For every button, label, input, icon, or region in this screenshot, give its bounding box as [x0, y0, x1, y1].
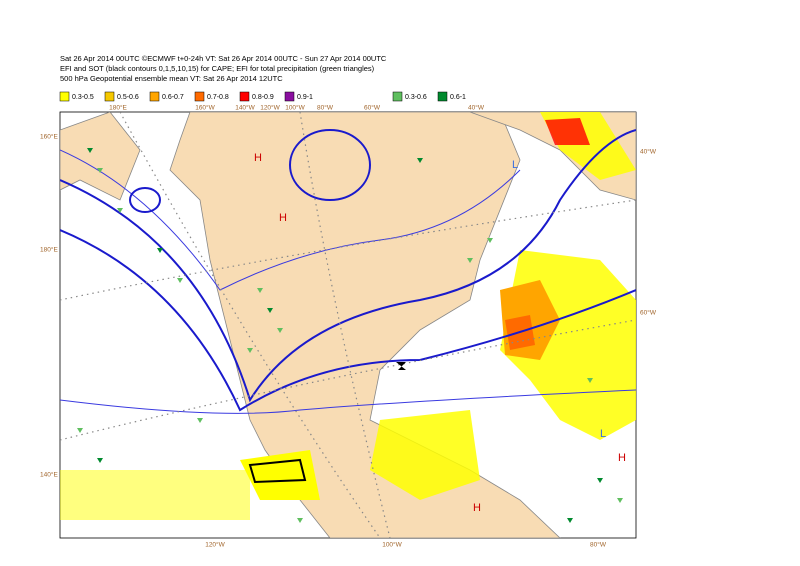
precip-triangle — [97, 168, 103, 173]
legend-label: 0.7-0.8 — [207, 94, 229, 101]
pressure-center: L — [600, 428, 606, 440]
coordinate-label: 160°W — [195, 104, 215, 112]
land — [169, 112, 561, 538]
map-body — [60, 112, 636, 538]
geopotential-contour — [60, 149, 521, 291]
precip-triangle — [117, 208, 123, 213]
precip-area — [60, 470, 250, 520]
precip-triangle — [597, 478, 603, 483]
precip-triangle — [567, 518, 573, 523]
coordinate-label: 80°W — [317, 104, 334, 112]
coordinate-label: 160°E — [40, 133, 58, 141]
pressure-center: H — [254, 152, 262, 164]
axis-labels: 180°E 160°W 140°W 120°W 100°W 80°W 60°W 40°W 160… — [40, 104, 657, 549]
cape-contour — [248, 458, 307, 484]
legend-swatch — [437, 91, 448, 102]
precip-triangle — [417, 158, 423, 163]
pressure-center: H — [618, 452, 626, 464]
precip-triangle — [247, 348, 253, 353]
land — [60, 112, 141, 201]
precip-area — [545, 118, 590, 145]
legend-label: 0.8-0.9 — [252, 94, 274, 101]
legend-swatch — [284, 91, 295, 102]
geopotential-contour — [289, 129, 371, 201]
coordinate-label: 120°W — [260, 104, 280, 112]
precip-triangle — [587, 378, 593, 383]
geopotential-contour — [60, 229, 636, 412]
precip-triangle — [267, 308, 273, 313]
coordinate-label: 140°E — [40, 471, 58, 479]
precip-triangle — [197, 418, 203, 423]
precip-triangle — [277, 328, 283, 333]
header-line: EFI and SOT (black contours 0,1,5,10,15)… — [60, 64, 375, 73]
precip-triangle — [487, 238, 493, 243]
legend-label: 0.3-0.6 — [405, 94, 427, 101]
graticule — [60, 112, 636, 538]
precip-triangle — [157, 248, 163, 253]
coordinate-label: 120°W — [205, 541, 225, 549]
precip-triangle — [97, 458, 103, 463]
legend-swatch — [239, 91, 250, 102]
legend-label: 0.9-1 — [297, 94, 313, 101]
legend-label: 0.5-0.6 — [117, 94, 139, 101]
coordinate-label: 60°W — [640, 309, 657, 317]
geopotential-contour — [60, 389, 636, 414]
legend-swatch — [104, 91, 115, 102]
coordinate-label: 40°W — [640, 148, 657, 156]
coordinate-label: 180°E — [109, 104, 127, 112]
precip-triangle — [257, 288, 263, 293]
geopotential-contour — [129, 187, 161, 213]
legend-swatch — [194, 91, 205, 102]
geopotential-contour — [60, 129, 636, 403]
coordinate-label: 60°W — [364, 104, 381, 112]
legend-swatch — [149, 91, 160, 102]
coordinate-label: 80°W — [590, 541, 607, 549]
marker — [396, 362, 406, 370]
pressure-center: L — [512, 159, 518, 171]
precip-triangle — [617, 498, 623, 503]
precip-triangle — [87, 148, 93, 153]
coordinate-label: 140°W — [235, 104, 255, 112]
legend-label: 0.3-0.5 — [72, 94, 94, 101]
header-line: 500 hPa Geopotential ensemble mean VT: S… — [60, 74, 283, 83]
precip-triangle — [77, 428, 83, 433]
pressure-center: H — [473, 502, 481, 514]
precip-triangle — [177, 278, 183, 283]
coordinate-label: 180°E — [40, 246, 58, 254]
header-line: Sat 26 Apr 2014 00UTC ©ECMWF t+0-24h VT:… — [60, 54, 387, 63]
legend-label: 0.6-0.7 — [162, 94, 184, 101]
precip-triangle — [297, 518, 303, 523]
precip-triangles — [77, 148, 623, 523]
header: Sat 26 Apr 2014 00UTC ©ECMWF t+0-24h VT:… — [60, 54, 387, 83]
legend-swatch — [392, 91, 403, 102]
precip-triangle — [467, 258, 473, 263]
coordinate-label: 100°W — [382, 541, 402, 549]
legend-swatch — [59, 91, 70, 102]
pressure-center: H — [279, 212, 287, 224]
coordinate-label: 100°W — [285, 104, 305, 112]
legend: 0.3-0.5 0.5-0.6 0.6-0.7 0.7-0.8 0.8-0.9 0.9-1… — [59, 91, 466, 102]
legend-label: 0.6-1 — [450, 94, 466, 101]
coordinate-label: 40°W — [468, 104, 485, 112]
precip-area — [370, 410, 480, 500]
